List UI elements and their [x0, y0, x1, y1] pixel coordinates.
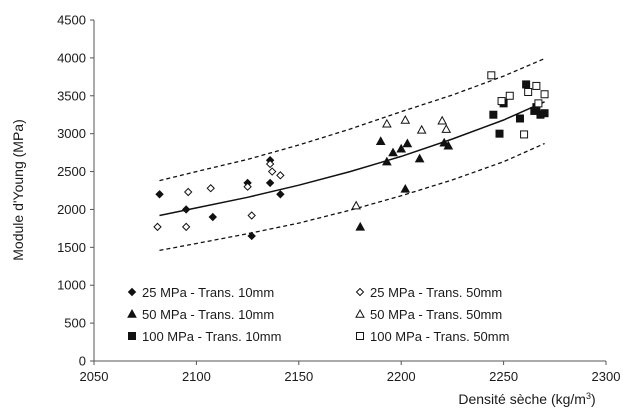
- data-point: [276, 171, 285, 180]
- data-point: [489, 110, 498, 119]
- data-point: [443, 140, 454, 150]
- x-axis-title-superscript: 3: [586, 391, 591, 401]
- data-point: [247, 231, 256, 241]
- data-point: [497, 97, 506, 106]
- y-axis-title: Module d'Young (MPa): [10, 119, 26, 260]
- legend-item: 25 MPa - Trans. 10mm: [127, 285, 274, 300]
- data-point: [495, 129, 504, 138]
- data-point: [265, 159, 275, 169]
- data-point: [524, 87, 533, 96]
- y-tick-label: 3000: [57, 126, 86, 141]
- y-tick-label: 4000: [57, 50, 86, 65]
- data-point: [540, 109, 549, 118]
- data-point: [520, 130, 529, 139]
- data-point: [400, 183, 411, 193]
- fit-curve: [159, 101, 545, 217]
- data-point: [153, 222, 162, 232]
- y-tick-label: 1000: [57, 278, 86, 293]
- legend-marker: [128, 332, 136, 340]
- legend-marker: [355, 308, 365, 318]
- data-point: [276, 190, 285, 199]
- x-axis-title: Densité sèche (kg/m3): [458, 391, 595, 407]
- data-point: [505, 91, 514, 100]
- data-point: [267, 167, 277, 176]
- series-1: [155, 155, 285, 241]
- series-2: [153, 159, 285, 232]
- series-6: [487, 71, 549, 139]
- x-axis-title-close: ): [591, 391, 596, 407]
- legend-marker: [355, 287, 365, 297]
- data-point: [540, 90, 549, 99]
- data-point: [402, 138, 413, 148]
- legend-item: 100 MPa - Trans. 10mm: [128, 329, 281, 344]
- data-point: [437, 115, 448, 125]
- legend-label: 25 MPa - Trans. 50mm: [370, 285, 502, 300]
- legend-label: 100 MPa - Trans. 10mm: [142, 329, 281, 344]
- y-tick-label: 1500: [57, 240, 86, 255]
- curves-layer: [159, 58, 545, 252]
- data-point: [382, 156, 392, 166]
- y-tick-label: 4500: [57, 13, 86, 28]
- y-tick-label: 2000: [57, 202, 86, 217]
- data-point: [400, 114, 411, 124]
- data-point: [532, 81, 541, 90]
- x-axis-title-main: Densité sèche (kg/m: [458, 391, 586, 407]
- data-point: [396, 143, 407, 153]
- x-tick-label: 2050: [80, 369, 109, 384]
- y-tick-label: 3500: [57, 88, 86, 103]
- data-point: [351, 200, 361, 210]
- y-tick-label: 0: [79, 354, 86, 369]
- upper-bound-curve: [159, 58, 545, 182]
- data-point: [534, 99, 543, 108]
- data-point: [206, 184, 215, 193]
- data-point: [441, 124, 452, 133]
- axes-layer: 0 500 1000 1500 2000 2500 3000 3500 4000 4500 2050…: [57, 13, 620, 385]
- data-point: [388, 147, 398, 157]
- data-point: [208, 212, 217, 222]
- data-point: [181, 205, 191, 214]
- data-point: [487, 71, 496, 80]
- data-point: [355, 221, 366, 231]
- data-point: [416, 124, 427, 134]
- series-4: [351, 114, 452, 210]
- data-point: [375, 136, 386, 145]
- legend-marker: [356, 332, 364, 340]
- points-layer: [153, 71, 549, 241]
- y-tick-label: 500: [64, 316, 86, 331]
- data-point: [515, 114, 524, 123]
- data-point: [265, 178, 275, 188]
- x-tick-label: 2150: [284, 369, 313, 384]
- legend-marker: [127, 308, 137, 318]
- x-tick-label: 2250: [489, 369, 518, 384]
- legend-label: 50 MPa - Trans. 10mm: [142, 307, 274, 322]
- data-point: [439, 137, 450, 147]
- legend-item: 100 MPa - Trans. 50mm: [356, 329, 509, 344]
- data-point: [181, 222, 191, 232]
- legend-label: 25 MPa - Trans. 10mm: [142, 285, 274, 300]
- data-point: [155, 190, 164, 199]
- x-tick-label: 2300: [592, 369, 621, 384]
- x-tick-label: 2200: [387, 369, 416, 384]
- y-tick-label: 2500: [57, 164, 86, 179]
- legend-item: 25 MPa - Trans. 50mm: [355, 285, 502, 300]
- legend-item: 50 MPa - Trans. 10mm: [127, 307, 274, 322]
- data-point: [382, 118, 392, 128]
- legend-label: 100 MPa - Trans. 50mm: [370, 329, 509, 344]
- legend-item: 50 MPa - Trans. 50mm: [355, 307, 502, 322]
- data-point: [184, 187, 193, 197]
- x-tick-label: 2100: [182, 369, 211, 384]
- data-point: [522, 80, 531, 89]
- data-point: [414, 153, 425, 163]
- legend-marker: [127, 287, 137, 297]
- legend: 25 MPa - Trans. 10mm 25 MPa - Trans. 50mm…: [127, 285, 509, 344]
- data-point: [247, 211, 256, 220]
- lower-bound-curve: [159, 142, 545, 252]
- series-3: [355, 136, 454, 231]
- legend-label: 50 MPa - Trans. 50mm: [370, 307, 502, 322]
- data-point: [243, 182, 252, 191]
